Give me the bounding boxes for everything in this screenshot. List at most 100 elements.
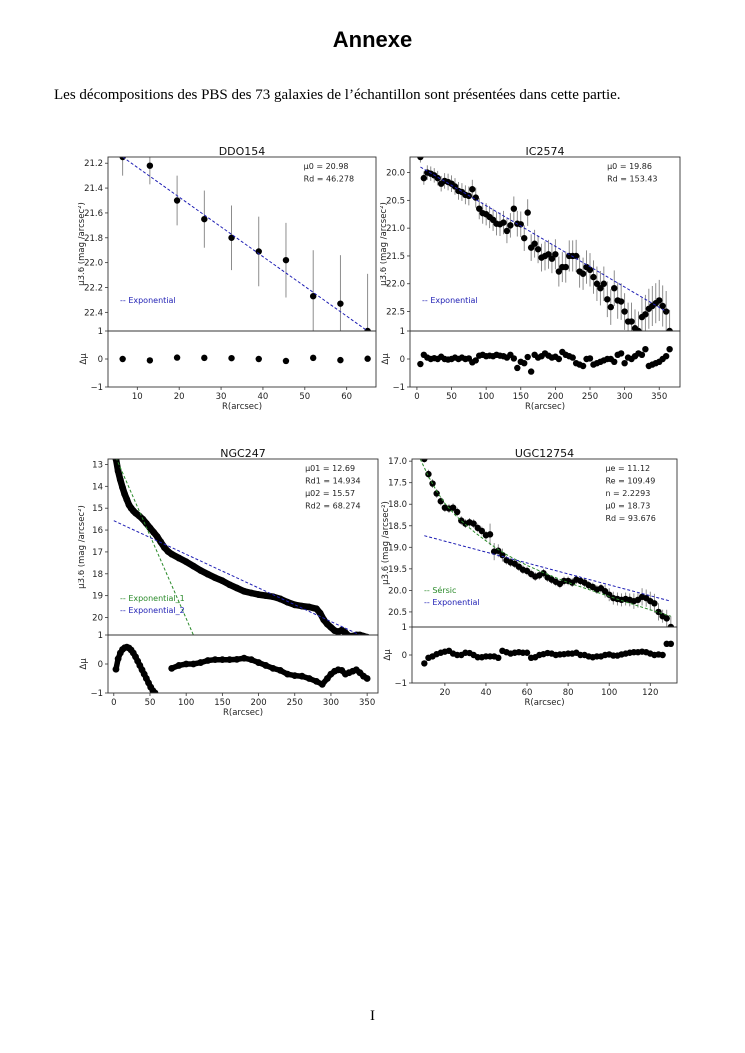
legend-entry: -- Sérsic: [424, 585, 456, 595]
data-point: [470, 520, 477, 527]
data-point: [228, 234, 235, 241]
data-point: [305, 603, 313, 611]
chart-ic2574: IC2574 μ3.6 (mag /arcsec²) Δμ 20.0 20.5 21.0 2…: [380, 145, 682, 417]
residual-point: [151, 689, 159, 693]
data-point: [360, 632, 367, 635]
data-point: [642, 311, 649, 318]
fit-line-exponential: [122, 157, 368, 331]
data-point: [316, 609, 324, 617]
x-tick-label: 100: [178, 698, 194, 708]
legend-entry: -- Exponential: [424, 598, 480, 607]
fit-parameter: Rd = 93.676: [605, 514, 655, 523]
x-tick-label: 100: [478, 392, 494, 402]
chart-ic2574-svg: IC2574 μ3.6 (mag /arcsec²) Δμ 20.0 20.5 21.0 2…: [380, 145, 681, 412]
residual-point: [662, 353, 670, 360]
y-tick-label: 19.0: [388, 543, 407, 553]
residual-y-tick-label: −1: [394, 679, 407, 689]
x-tick-label: 40: [481, 688, 492, 698]
data-point: [175, 554, 183, 562]
residual-point: [510, 355, 518, 362]
chart-ngc247-svg: NGC247 μ3.6 (mag /arcsec²) Δμ 13 14 15 16 17 18 1…: [78, 447, 379, 718]
data-point: [510, 205, 518, 212]
data-point: [499, 551, 506, 559]
residual-point: [523, 649, 531, 656]
residual-axis-label: Δμ: [79, 658, 89, 670]
data-point: [421, 459, 428, 463]
x-tick-label: 20: [439, 688, 450, 698]
residual-point: [363, 675, 371, 682]
data-point: [572, 252, 580, 260]
data-point: [555, 268, 563, 275]
main-panel: [417, 157, 673, 331]
x-tick-label: 30: [216, 392, 227, 402]
chart-ddo154-svg: DDO154 μ3.6 (mag /arcsec²) Δμ 21.2 21.4 21.6 2…: [78, 145, 377, 412]
data-point: [173, 197, 181, 204]
fit-parameter: Rd = 46.278: [304, 175, 354, 184]
data-point: [434, 174, 441, 182]
residual-point: [240, 654, 248, 662]
residual-point: [421, 660, 428, 667]
y-tick-label: 15: [92, 504, 103, 514]
x-tick-label: 300: [323, 698, 339, 708]
residual-frame: [411, 626, 678, 684]
y-tick-label: 21.0: [386, 224, 405, 234]
residual-point: [472, 357, 479, 364]
legend-entry: -- Exponential: [422, 296, 478, 305]
intro-paragraph: Les décompositions des PBS des 73 galaxi…: [54, 87, 621, 103]
chart-title: DDO154: [219, 145, 266, 158]
residual-y-tick-label: 1: [402, 623, 407, 633]
data-point: [621, 308, 628, 315]
data-point: [478, 527, 486, 535]
data-point: [190, 562, 197, 570]
residual-point: [226, 656, 234, 664]
residual-point: [114, 655, 122, 663]
data-point: [255, 591, 262, 598]
data-point: [524, 209, 531, 216]
data-point: [663, 615, 670, 622]
residual-point: [617, 350, 625, 357]
data-point: [495, 547, 502, 554]
residual-point: [611, 358, 618, 365]
x-tick-label: 350: [359, 698, 375, 708]
y-tick-label: 22.0: [386, 280, 405, 290]
residual-point: [247, 656, 255, 664]
residual-point: [168, 664, 176, 672]
y-tick-label: 20.0: [386, 169, 405, 179]
data-point: [593, 280, 601, 287]
residual-y-tick-label: −1: [392, 383, 405, 393]
page-title: Annexe: [332, 27, 413, 52]
residual-point: [173, 354, 181, 361]
data-point: [262, 592, 270, 600]
chart-title: UGC12754: [515, 447, 574, 460]
data-point: [600, 280, 608, 287]
y-tick-label: 22.0: [84, 259, 103, 269]
fit-parameter: Rd1 = 14.934: [305, 477, 361, 486]
x-tick-label: 0: [111, 698, 116, 708]
residual-point: [337, 356, 344, 364]
residual-point: [233, 655, 241, 663]
data-point: [282, 256, 290, 264]
data-point: [545, 251, 552, 258]
data-point: [617, 298, 625, 305]
residual-point: [201, 354, 208, 362]
data-point: [507, 222, 514, 229]
residual-y-tick-label: 0: [402, 651, 407, 661]
fit-parameter: μ02 = 15.57: [305, 489, 355, 498]
x-tick-label: 250: [582, 392, 598, 402]
residual-point: [417, 360, 424, 368]
chart-title: NGC247: [220, 447, 265, 460]
residual-y-tick-label: 0: [400, 355, 405, 365]
fit-line-s-rsic: [419, 459, 671, 617]
x-tick-label: 50: [446, 392, 457, 402]
residual-frame: [107, 634, 379, 694]
fit-parameter: Re = 109.49: [605, 477, 655, 486]
chart-ugc12754-svg: UGC12754 μ3.6 (mag /arcsec²) Δμ 17.0 17.5 18.…: [381, 447, 678, 708]
data-point: [425, 470, 432, 478]
fit-parameter: Rd2 = 68.274: [305, 502, 361, 511]
data-point: [218, 577, 226, 585]
y-tick-label: 19: [92, 592, 103, 602]
residual-point: [666, 346, 673, 353]
y-tick-label: 21.8: [84, 234, 103, 244]
x-tick-label: 50: [145, 698, 156, 708]
data-point: [521, 234, 528, 242]
